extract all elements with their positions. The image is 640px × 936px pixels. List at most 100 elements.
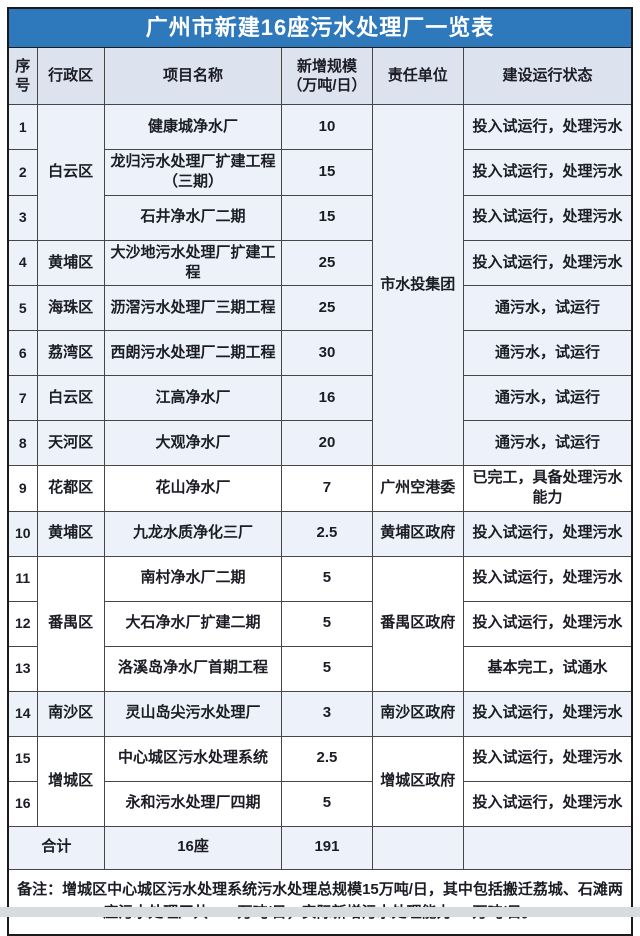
cell-no: 10	[7, 510, 38, 557]
table-row: 4 黄埔区 大沙地污水处理厂扩建工程 25 投入试运行，处理污水	[7, 239, 633, 286]
cell-capacity: 25	[281, 285, 373, 331]
cell-unit: 广州空港委	[371, 465, 464, 512]
cell-no: 1	[7, 104, 38, 150]
cell-project: 洛溪岛净水厂首期工程	[103, 645, 283, 692]
cell-district: 海珠区	[36, 285, 105, 331]
cell-no: 12	[7, 600, 38, 647]
cell-capacity: 15	[281, 194, 373, 241]
total-row: 合计 16座 191	[7, 825, 633, 870]
cell-district: 黄埔区	[36, 510, 105, 557]
note-text: 备注：增城区中心城区污水处理系统污水处理总规模15万吨/日，其中包括搬迁荔城、石…	[7, 868, 633, 935]
cell-project: 花山净水厂	[103, 465, 283, 512]
cell-capacity: 5	[281, 600, 373, 647]
cell-project: 大石净水厂扩建二期	[103, 600, 283, 647]
cell-no: 16	[7, 780, 38, 827]
table-row: 7 白云区 江高净水厂 16 通污水，试运行	[7, 375, 633, 421]
header-row: 序号 行政区 项目名称 新增规模 （万吨/日） 责任单位 建设运行状态	[7, 47, 633, 105]
cell-project: 石井净水厂二期	[103, 194, 283, 241]
cell-capacity: 25	[281, 239, 373, 286]
cell-project: 健康城净水厂	[103, 104, 283, 150]
cell-capacity: 3	[281, 690, 373, 737]
col-header-project: 项目名称	[103, 47, 283, 105]
table-row: 14 南沙区 灵山岛尖污水处理厂 3 南沙区政府 投入试运行，处理污水	[7, 690, 633, 737]
total-project-count: 16座	[103, 825, 283, 870]
table-row: 9 花都区 花山净水厂 7 广州空港委 已完工，具备处理污水能力	[7, 465, 633, 512]
table-row: 8 天河区 大观净水厂 20 通污水，试运行	[7, 420, 633, 466]
cell-status: 通污水，试运行	[462, 420, 633, 466]
cell-capacity: 20	[281, 420, 373, 466]
cell-no: 9	[7, 465, 38, 512]
wastewater-plants-table: 广州市新建16座污水处理厂一览表 序号 行政区 项目名称 新增规模 （万吨/日） …	[7, 7, 633, 936]
cell-district: 黄埔区	[36, 239, 105, 286]
cell-status: 投入试运行，处理污水	[462, 780, 633, 827]
cell-unit: 黄埔区政府	[371, 510, 464, 557]
cell-status: 投入试运行，处理污水	[462, 194, 633, 241]
table-row: 11 番禺区 南村净水厂二期 5 番禺区政府 投入试运行，处理污水	[7, 555, 633, 692]
cell-no: 4	[7, 239, 38, 286]
cell-district: 白云区	[36, 375, 105, 421]
cell-no: 15	[7, 735, 38, 782]
cell-project: 大观净水厂	[103, 420, 283, 466]
table-row: 5 海珠区 沥滘污水处理厂三期工程 25 通污水，试运行	[7, 285, 633, 331]
cell-no: 14	[7, 690, 38, 737]
col-header-index: 序号	[7, 47, 38, 105]
cell-district: 增城区	[36, 735, 105, 827]
cell-project: 大沙地污水处理厂扩建工程	[103, 239, 283, 286]
cell-capacity: 5	[281, 555, 373, 602]
cell-no: 6	[7, 330, 38, 376]
cell-no: 13	[7, 645, 38, 692]
cell-no: 8	[7, 420, 38, 466]
col-header-capacity-line2: （万吨/日）	[287, 77, 367, 94]
cell-no: 11	[7, 555, 38, 602]
table-row: 6 荔湾区 西朗污水处理厂二期工程 30 通污水，试运行	[7, 330, 633, 376]
page: 广州市新建16座污水处理厂一览表 序号 行政区 项目名称 新增规模 （万吨/日） …	[0, 7, 640, 936]
total-capacity: 191	[281, 825, 373, 870]
cell-no: 3	[7, 194, 38, 241]
cell-district: 天河区	[36, 420, 105, 466]
cell-status: 已完工，具备处理污水能力	[462, 465, 633, 512]
table-row: 12 大石净水厂扩建二期 5 投入试运行，处理污水	[7, 600, 633, 647]
total-unit-empty	[371, 825, 464, 870]
cell-status: 投入试运行，处理污水	[462, 104, 633, 150]
cell-district: 花都区	[36, 465, 105, 512]
table-row: 15 增城区 中心城区污水处理系统 2.5 增城区政府 投入试运行，处理污水	[7, 735, 633, 827]
cell-district: 荔湾区	[36, 330, 105, 376]
cell-district: 番禺区	[36, 555, 105, 692]
cell-unit: 市水投集团	[371, 104, 464, 466]
cell-no: 7	[7, 375, 38, 421]
cell-district: 南沙区	[36, 690, 105, 737]
cell-status: 投入试运行，处理污水	[462, 510, 633, 557]
cell-project: 中心城区污水处理系统	[103, 735, 283, 782]
total-status-empty	[462, 825, 633, 870]
col-header-capacity-line1: 新增规模	[296, 57, 357, 75]
table-row: 2 龙归污水处理厂扩建工程（三期） 15 投入试运行，处理污水	[7, 149, 633, 196]
cell-unit: 番禺区政府	[371, 555, 464, 692]
title-row: 广州市新建16座污水处理厂一览表	[7, 7, 633, 48]
total-label: 合计	[7, 825, 105, 870]
cell-project: 西朗污水处理厂二期工程	[103, 330, 283, 376]
cell-status: 投入试运行，处理污水	[462, 555, 633, 602]
cell-status: 基本完工，试通水	[462, 645, 633, 692]
table-row: 3 石井净水厂二期 15 投入试运行，处理污水	[7, 194, 633, 241]
cell-unit: 南沙区政府	[371, 690, 464, 737]
cell-project: 龙归污水处理厂扩建工程（三期）	[103, 149, 283, 196]
cell-status: 投入试运行，处理污水	[462, 600, 633, 647]
col-header-status: 建设运行状态	[462, 47, 633, 105]
cell-status: 投入试运行，处理污水	[462, 149, 633, 196]
table-row: 16 永和污水处理厂四期 5 投入试运行，处理污水	[7, 780, 633, 827]
cell-unit: 增城区政府	[371, 735, 464, 827]
table-row: 13 洛溪岛净水厂首期工程 5 基本完工，试通水	[7, 645, 633, 692]
bottom-strip	[0, 907, 640, 917]
cell-capacity: 5	[281, 645, 373, 692]
cell-status: 通污水，试运行	[462, 285, 633, 331]
cell-project: 灵山岛尖污水处理厂	[103, 690, 283, 737]
cell-project: 沥滘污水处理厂三期工程	[103, 285, 283, 331]
table-row: 1 白云区 健康城净水厂 10 市水投集团 投入试运行，处理污水	[7, 104, 633, 466]
col-header-capacity: 新增规模 （万吨/日）	[281, 47, 373, 105]
cell-status: 投入试运行，处理污水	[462, 735, 633, 782]
cell-capacity: 16	[281, 375, 373, 421]
col-header-unit: 责任单位	[371, 47, 464, 105]
cell-project: 江高净水厂	[103, 375, 283, 421]
cell-project: 南村净水厂二期	[103, 555, 283, 602]
